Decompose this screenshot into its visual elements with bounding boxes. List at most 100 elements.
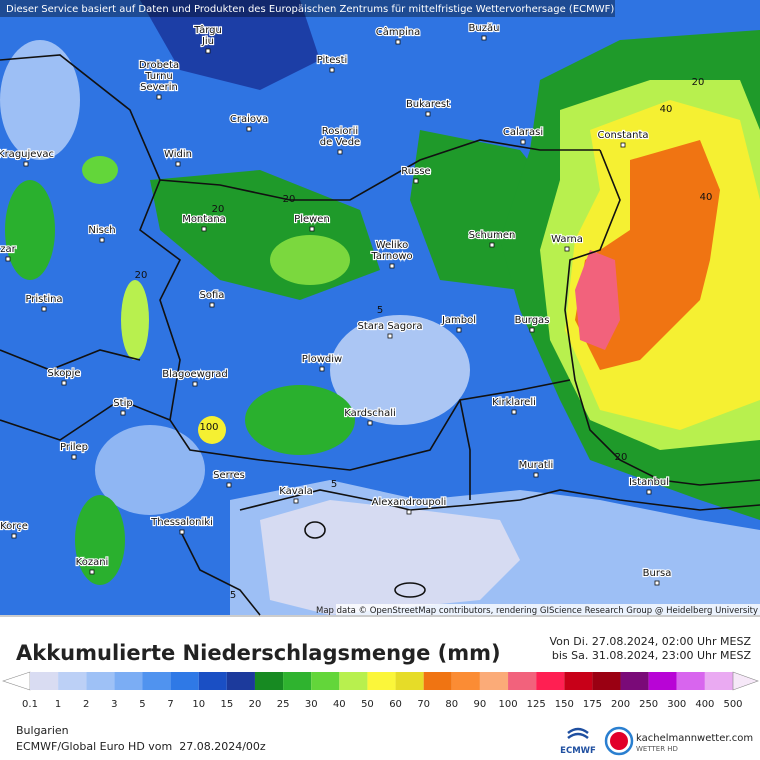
- colorbar-label: 1: [55, 699, 61, 710]
- colorbar-box: [170, 672, 199, 690]
- contour-label: 100: [199, 422, 218, 433]
- city-name: Kirklareli: [492, 397, 536, 408]
- heavy-area: [575, 250, 620, 350]
- city-name: Câmpina: [376, 26, 420, 38]
- border-line: [0, 349, 141, 371]
- city-name: zar: [0, 244, 16, 255]
- colorbar-label: 70: [417, 699, 430, 710]
- city-marker: [61, 380, 67, 386]
- city-name: Russe: [401, 166, 430, 177]
- city-marker: [387, 333, 393, 339]
- colorbar-label: 90: [474, 699, 487, 710]
- attribution: Map data © OpenStreetMap contributors, r…: [316, 606, 758, 616]
- colorbar-label: 125: [527, 699, 546, 710]
- city-name: Kavala: [279, 486, 312, 497]
- city-name: Prilep: [60, 442, 88, 453]
- city-name: Calarasi: [503, 127, 543, 138]
- colorbar-box: [423, 672, 452, 690]
- city-marker: [11, 533, 17, 539]
- ecmwf-label: ECMWF: [560, 746, 596, 756]
- colorbar-label: 15: [220, 699, 233, 710]
- colorbar-box: [198, 672, 227, 690]
- city-marker: [120, 410, 126, 416]
- rain-area: [198, 416, 226, 444]
- rain-area: [245, 385, 355, 455]
- kachelmann-logo-dot: [610, 732, 628, 750]
- heavy-area: [140, 0, 320, 90]
- colorbar-label: 60: [389, 699, 402, 710]
- city-name: Jiu: [201, 36, 214, 47]
- coast-line: [179, 529, 261, 616]
- city-marker: [511, 409, 517, 415]
- dry-area: [0, 40, 80, 160]
- city-name: Tarnowo: [370, 251, 412, 262]
- colorbar-label: 7: [167, 699, 173, 710]
- city-marker: [329, 67, 335, 73]
- colorbar-box: [704, 672, 733, 690]
- contour-label: 20: [692, 77, 705, 88]
- contour-labels: 40 40 20 20 20 20 5 100 20 5 5: [135, 77, 713, 601]
- colorbar-label: 5: [139, 699, 145, 710]
- colorbar-box: [311, 672, 340, 690]
- city-marker: [71, 454, 77, 460]
- city-marker: [529, 327, 535, 333]
- colorbar-box: [142, 672, 171, 690]
- contour-label: 20: [283, 194, 296, 205]
- dry-area: [95, 425, 205, 515]
- city-marker: [89, 569, 95, 575]
- rain-area: [82, 156, 118, 184]
- colorbar-label: 500: [723, 699, 742, 710]
- border-line: [0, 54, 600, 201]
- city-name: Constanta: [597, 130, 648, 141]
- border-line: [459, 399, 471, 500]
- city-marker: [520, 139, 526, 145]
- city-marker: [367, 420, 373, 426]
- colorbar-box: [58, 672, 87, 690]
- city-marker: [175, 161, 181, 167]
- city-marker: [481, 35, 487, 41]
- city-marker: [646, 489, 652, 495]
- city-marker: [293, 498, 299, 504]
- city-name: Bukarest: [406, 99, 450, 110]
- rain-area: [75, 495, 125, 585]
- contour-label: 20: [212, 204, 225, 215]
- colorbar-label: 25: [277, 699, 290, 710]
- city-name: Burgas: [515, 315, 550, 326]
- city-name: Târgu: [193, 24, 222, 36]
- attribution-background: [336, 604, 760, 616]
- city-marker: [246, 126, 252, 132]
- city-name: Pitesti: [317, 55, 348, 66]
- city-name: Bursa: [643, 568, 672, 579]
- rain-area: [270, 235, 350, 285]
- city-marker: [389, 263, 395, 269]
- rain-area: [121, 280, 149, 360]
- city-marker: [226, 482, 232, 488]
- colorbar-box: [226, 672, 255, 690]
- colorbar-box: [114, 672, 143, 690]
- model-run: ECMWF/Global Euro HD vom 27.08.2024/00z: [16, 740, 266, 753]
- contour-label: 40: [700, 192, 713, 203]
- colorbar-label: 2: [83, 699, 89, 710]
- city-marker: [395, 39, 401, 45]
- colorbar-box: [367, 672, 396, 690]
- city-marker: [209, 302, 215, 308]
- legend-title: Akkumulierte Niederschlagsmenge (mm): [16, 641, 501, 665]
- city-marker: [201, 226, 207, 232]
- city-name: Kozani: [76, 557, 109, 568]
- island: [304, 521, 326, 539]
- city-marker: [192, 381, 198, 387]
- city-name: Drobeta: [139, 60, 179, 71]
- city-name: Serres: [213, 470, 245, 481]
- site-name: kachelmannwetter.com: [636, 733, 753, 744]
- island: [394, 582, 426, 598]
- colorbar-box: [451, 672, 480, 690]
- colorbar-label: 400: [695, 699, 714, 710]
- city-marker: [99, 237, 105, 243]
- colorbar-box: [564, 672, 593, 690]
- notice-background: [0, 0, 615, 17]
- city-marker: [456, 327, 462, 333]
- colorbar-label: 50: [361, 699, 374, 710]
- colorbar-label: 40: [333, 699, 346, 710]
- contour-label: 5: [377, 305, 383, 316]
